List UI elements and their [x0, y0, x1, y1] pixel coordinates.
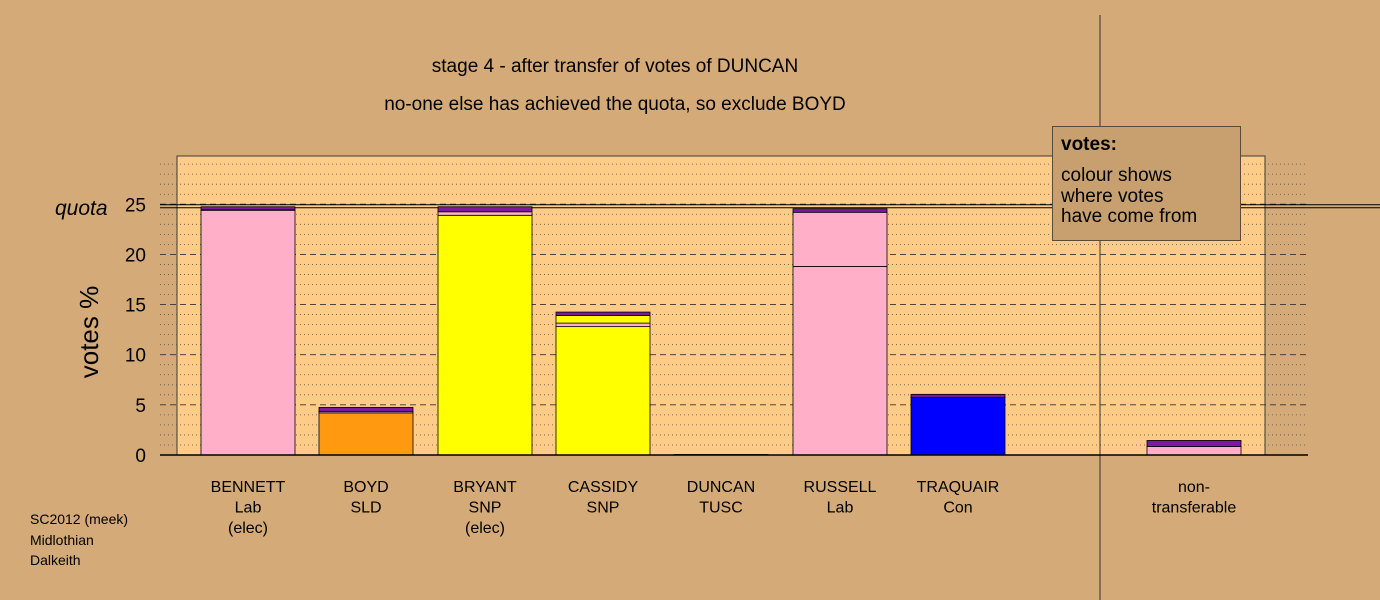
- legend-line: colour shows: [1061, 165, 1172, 186]
- footer-ward: Dalkeith: [30, 552, 81, 568]
- x-tick-label: Lab: [235, 500, 262, 517]
- x-tick-label: (elec): [465, 520, 505, 537]
- bar-segment: [318, 406, 414, 412]
- x-tick-label: SLD: [350, 500, 381, 517]
- legend-box: votes: colour shows where votes have com…: [1052, 126, 1241, 241]
- bar-segment: [792, 208, 888, 213]
- x-tick-label: (elec): [228, 520, 268, 537]
- x-tick-label: BENNETT: [211, 479, 286, 496]
- bar-segment: [1146, 440, 1242, 447]
- x-tick-label: TRAQUAIR: [917, 479, 1000, 496]
- x-tick-label: CASSIDY: [568, 479, 639, 496]
- bar-segment: [437, 211, 533, 216]
- x-tick-label: SNP: [469, 500, 502, 517]
- y-axis-label: votes %: [74, 286, 104, 379]
- bar-segment: [437, 206, 533, 213]
- x-tick-label: BRYANT: [453, 479, 517, 496]
- bar-segment: [200, 206, 296, 211]
- bar-segment: [792, 266, 888, 456]
- bar-segment: [910, 396, 1006, 456]
- x-tick-label: DUNCAN: [687, 479, 755, 496]
- bar-segment: [200, 209, 296, 456]
- x-tick-label: transferable: [1152, 500, 1237, 517]
- footer-council: Midlothian: [30, 531, 94, 548]
- bar-segment: [555, 322, 651, 328]
- chart-subtitle: no-one else has achieved the quota, so e…: [384, 94, 846, 115]
- x-tick-label: RUSSELL: [804, 479, 877, 496]
- bar-segment: [1146, 446, 1242, 456]
- bar-segment: [555, 315, 651, 324]
- x-tick-label: BOYD: [343, 479, 388, 496]
- footer-election: SC2012 (meek): [30, 511, 129, 527]
- x-tick-label: SNP: [587, 500, 620, 517]
- y-tick-label: 0: [135, 446, 146, 467]
- y-tick-label: 10: [125, 346, 146, 367]
- bar-segment: [555, 326, 651, 456]
- x-tick-label: TUSC: [699, 500, 743, 517]
- y-tick-label: 5: [135, 396, 146, 417]
- footer-info: SC2012 (meek) Midlothian Dalkeith: [30, 509, 128, 571]
- bar-segment: [910, 393, 1006, 398]
- y-tick-label: 20: [125, 245, 146, 266]
- legend-title: votes:: [1061, 134, 1117, 155]
- y-tick-label: 25: [125, 195, 146, 216]
- bar-segment: [318, 412, 414, 456]
- bar-segment: [437, 214, 533, 456]
- bar-segment: [792, 211, 888, 267]
- quota-label: quota: [55, 197, 108, 220]
- chart-title: stage 4 - after transfer of votes of DUN…: [432, 56, 798, 77]
- legend-line: have come from: [1061, 206, 1198, 227]
- bar-segment: [555, 311, 651, 316]
- x-tick-label: Con: [943, 500, 972, 517]
- x-tick-label: Lab: [827, 500, 854, 517]
- y-tick-label: 15: [125, 296, 146, 317]
- legend-line: where votes: [1061, 185, 1164, 207]
- x-tick-label: non-: [1178, 479, 1210, 496]
